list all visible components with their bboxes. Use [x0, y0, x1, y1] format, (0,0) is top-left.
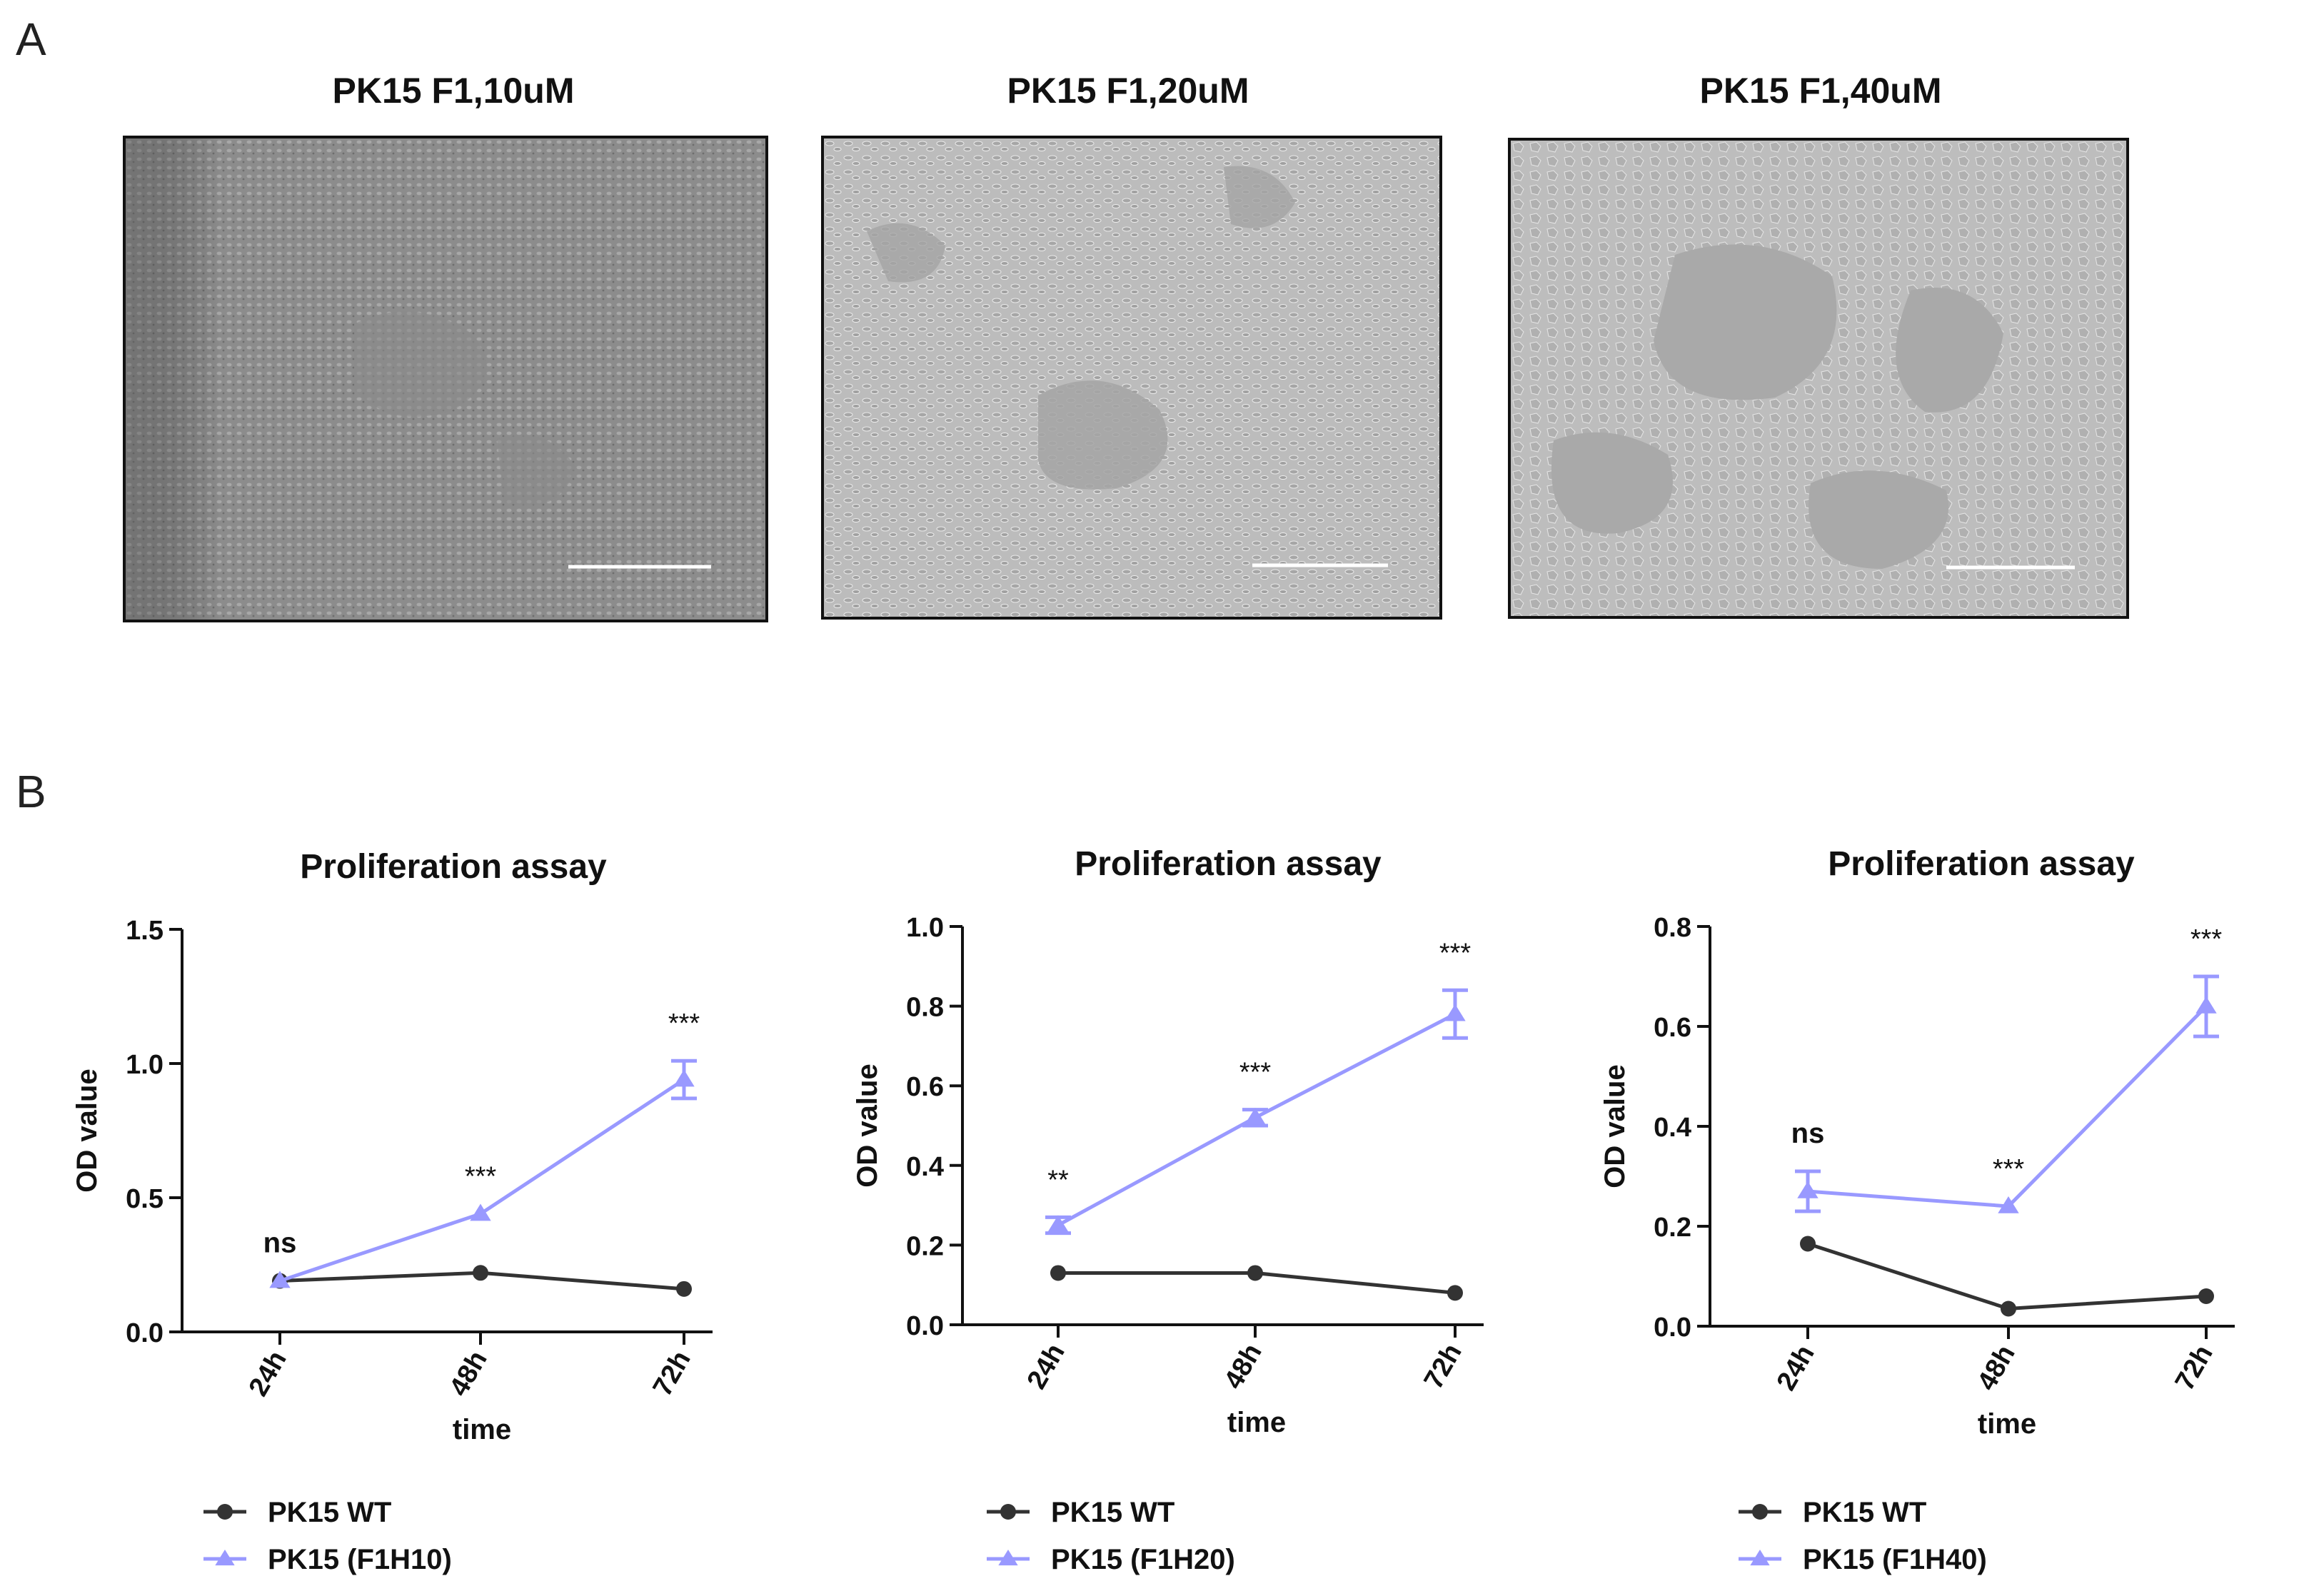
wt-series-line — [1807, 1242, 2207, 1311]
y-tick-label: 1.0 — [126, 1050, 164, 1080]
y-axis-label: OD value — [1599, 1064, 1631, 1188]
micrograph-image-1 — [123, 136, 768, 622]
x-axis-label: time — [1978, 1408, 2036, 1440]
legend-label: PK15 WT — [1051, 1497, 1174, 1528]
significance-label: ** — [1047, 1165, 1069, 1195]
treated-data-point — [1444, 1004, 1466, 1021]
chart-title: Proliferation assay — [1075, 845, 1382, 883]
panel-label-b: B — [16, 766, 46, 817]
legend-label: PK15 (F1H10) — [268, 1544, 452, 1575]
wt-data-point — [473, 1265, 488, 1281]
y-tick-label: 1.5 — [126, 916, 164, 946]
micrograph-title-2: PK15 F1,20uM — [1007, 71, 1249, 111]
significance-label: ns — [263, 1228, 297, 1259]
y-tick-label: 0.8 — [1654, 913, 1691, 943]
treated-data-point — [1998, 1196, 2019, 1213]
significance-label: *** — [1993, 1154, 2025, 1184]
legend-label: PK15 (F1H20) — [1051, 1544, 1235, 1575]
y-tick-label: 1.0 — [906, 913, 944, 943]
x-axis-label: time — [1227, 1407, 1286, 1438]
y-tick-label: 0.5 — [126, 1184, 164, 1214]
y-tick-label: 0.4 — [1654, 1113, 1691, 1143]
treated-data-point — [1244, 1107, 1266, 1125]
significance-label: *** — [1439, 938, 1472, 968]
y-tick-label: 0.6 — [906, 1072, 944, 1102]
y-axis-label: OD value — [852, 1064, 883, 1187]
wt-data-point — [2198, 1288, 2214, 1304]
y-tick-label: 0.0 — [906, 1311, 944, 1341]
y-tick-label: 0.2 — [906, 1231, 944, 1261]
legend-label: PK15 WT — [1803, 1497, 1926, 1528]
y-tick-label: 0.4 — [906, 1152, 944, 1182]
micrograph-image-2 — [821, 136, 1442, 620]
chart-title: Proliferation assay — [300, 848, 607, 886]
significance-label: *** — [465, 1162, 497, 1192]
treated-data-point — [269, 1271, 291, 1288]
legend-marker — [217, 1504, 233, 1520]
treated-data-point — [1047, 1215, 1069, 1233]
significance-label: ns — [1791, 1118, 1825, 1149]
legend-marker — [1752, 1504, 1768, 1520]
y-tick-label: 0.0 — [1654, 1313, 1691, 1343]
treated-data-point — [1797, 1181, 1819, 1198]
treated-data-point — [673, 1069, 695, 1087]
micrograph-title-3: PK15 F1,40uM — [1699, 71, 1942, 111]
legend-label: PK15 (F1H40) — [1803, 1544, 1987, 1575]
x-tick-label: 72h — [2170, 1340, 2219, 1396]
treated-data-point — [2195, 996, 2217, 1014]
y-tick-label: 0.6 — [1654, 1013, 1691, 1043]
significance-label: *** — [1239, 1058, 1272, 1088]
micrograph-image-3 — [1508, 138, 2129, 619]
x-tick-label: 48h — [1972, 1340, 2021, 1396]
wt-data-point — [1247, 1265, 1263, 1281]
legend-marker — [1000, 1504, 1016, 1520]
treated-data-point — [470, 1203, 491, 1221]
wt-data-point — [1050, 1265, 1066, 1281]
x-axis-label: time — [453, 1414, 511, 1445]
x-tick-label: 24h — [1771, 1340, 1821, 1396]
wt-data-point — [2001, 1300, 2016, 1317]
legend-label: PK15 WT — [268, 1497, 391, 1528]
panel-label-a: A — [16, 14, 46, 65]
legend-marker — [1750, 1550, 1770, 1566]
wt-data-point — [676, 1281, 692, 1297]
legend-marker — [998, 1550, 1018, 1566]
y-tick-label: 0.2 — [1654, 1213, 1691, 1243]
legend-marker — [215, 1550, 235, 1566]
y-axis-label: OD value — [71, 1069, 103, 1192]
wt-data-point — [1800, 1236, 1816, 1252]
micrograph-title-1: PK15 F1,10uM — [332, 71, 575, 111]
wt-data-point — [1447, 1285, 1463, 1301]
significance-label: *** — [2190, 924, 2223, 954]
y-tick-label: 0.8 — [906, 993, 944, 1023]
y-tick-label: 0.0 — [126, 1318, 164, 1348]
chart-title: Proliferation assay — [1828, 845, 2135, 883]
significance-label: *** — [668, 1009, 700, 1039]
